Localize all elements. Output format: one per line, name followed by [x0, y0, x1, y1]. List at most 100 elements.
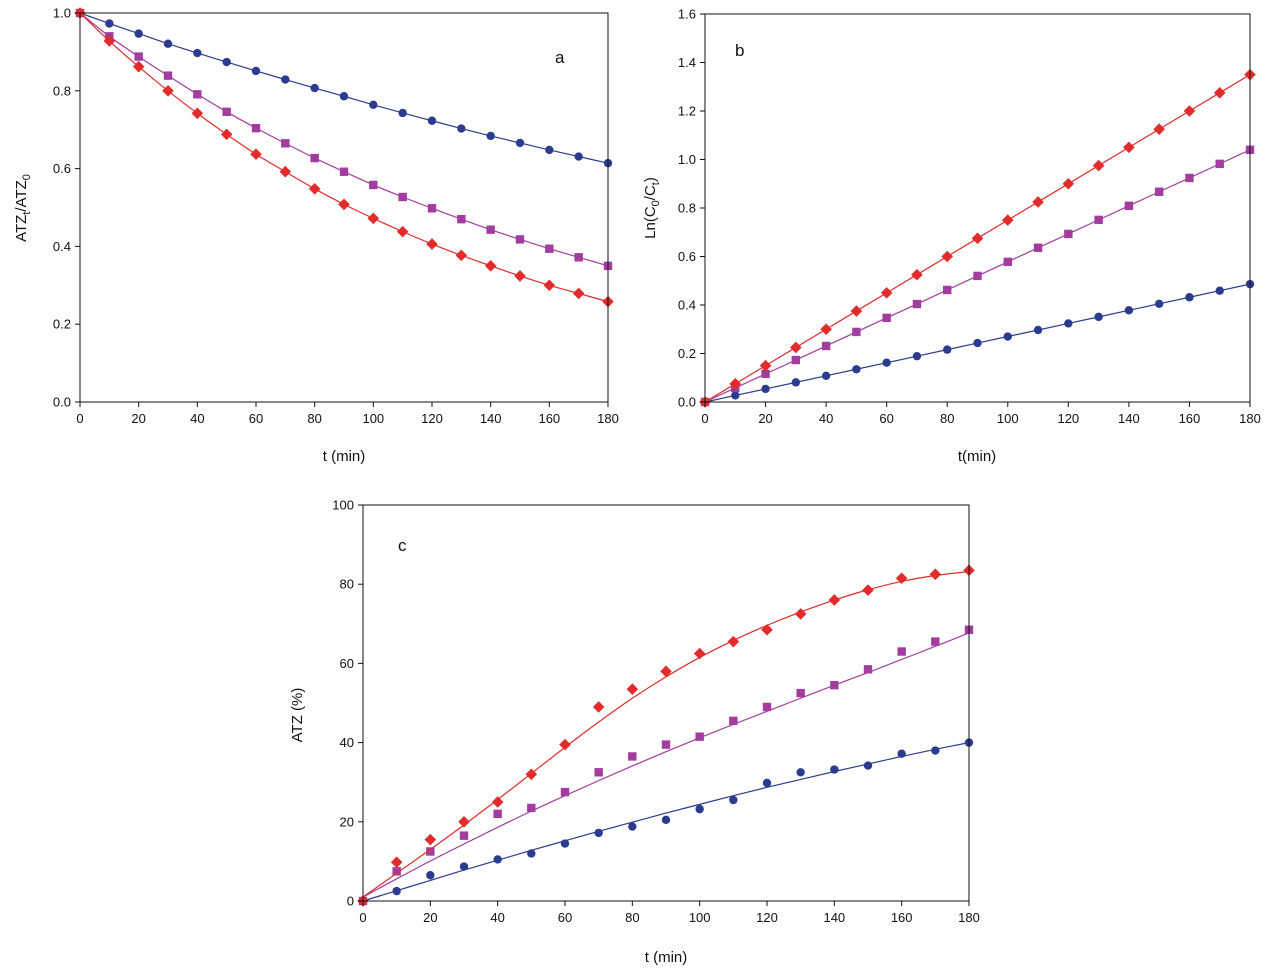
panel-a-magenta-squares-point	[251, 123, 261, 133]
panel-c-red-diamonds-point	[727, 635, 740, 648]
panel-b-magenta-squares-point	[1215, 159, 1224, 169]
panel-a-magenta-squares-point	[134, 52, 143, 61]
panel-b-red-diamonds-point	[1183, 105, 1196, 117]
panel-b-red-diamonds-point	[1062, 177, 1075, 190]
panel-b-magenta-squares-point	[821, 341, 831, 351]
panel-b-blue-circles-point	[973, 338, 982, 348]
panel-c-magenta-squares-point	[897, 647, 906, 656]
panel-a-blue-circles-point	[545, 145, 554, 155]
panel-c-magenta-squares-point	[560, 787, 570, 797]
panel-c-red-diamonds-point	[693, 647, 706, 660]
panel-c-blue-circles-point	[594, 828, 603, 838]
panel-b-ytick-label: 0.2	[678, 346, 696, 361]
panel-a-xtick-label: 0	[76, 411, 83, 426]
panel-c-ytick-label: 40	[340, 735, 354, 750]
panel-c-magenta-squares-point	[426, 847, 435, 856]
panel-a-ytick-label: 0.8	[53, 83, 71, 98]
panel-c-magenta-squares-point	[459, 831, 469, 840]
panel-c-blue-circles-point	[527, 849, 536, 858]
panel-c-magenta-squares-point	[695, 732, 704, 741]
panel-b-blue-circles-point	[1033, 325, 1043, 335]
panel-a-magenta-squares-point	[339, 167, 349, 176]
panel-b-xlabel: t(min)	[958, 448, 996, 465]
panel-b-blue-circles-point	[821, 371, 831, 381]
panel-a-ylabel-base: ATZ	[13, 215, 30, 242]
panel-a-letter: a	[555, 48, 565, 67]
panel-b-xtick-label: 120	[1057, 411, 1079, 426]
panel-a-blue-circles-line	[79, 12, 609, 164]
panel-b-blue-circles-point	[1154, 299, 1164, 308]
panel-a-magenta-squares-point	[515, 235, 525, 244]
panel-a-blue-circles-point	[457, 124, 466, 133]
panel-b-ytick-label: 0.0	[678, 395, 696, 410]
panel-c-ytick-label: 100	[332, 498, 354, 513]
panel-a-ytick-label: 0.2	[53, 317, 71, 332]
panel-b-red-diamonds-point	[1123, 141, 1135, 154]
panel-b-xtick-label: 40	[819, 411, 833, 426]
panel-c-magenta-squares-point	[493, 809, 502, 819]
panel-c-xtick-label: 180	[958, 910, 980, 925]
panel-a-magenta-squares-point	[193, 90, 202, 99]
panel-c-red-diamonds-point	[458, 816, 470, 828]
panel-c-red-diamonds-line	[362, 570, 970, 898]
panel-c-red-diamonds-point	[761, 623, 773, 636]
panel-b-magenta-squares-point	[1185, 173, 1194, 183]
panel-b-ytick-label: 0.6	[678, 249, 696, 264]
panel-a-magenta-squares-point	[398, 192, 407, 202]
panel-a-ylabel-mid: /ATZ	[13, 180, 30, 211]
panel-c-magenta-squares-point	[931, 637, 940, 646]
panel-a-magenta-squares-point	[486, 225, 495, 234]
panel-c-blue-circles-point	[560, 839, 570, 848]
panel-c-red-diamonds-point	[390, 856, 403, 868]
panel-b-blue-circles-point	[761, 384, 770, 394]
panel-a-xlabel: t (min)	[323, 448, 366, 465]
panel-c-magenta-squares-point	[527, 803, 536, 813]
panel-b-blue-circles-point	[1124, 306, 1134, 315]
panel-b-magenta-squares-point	[852, 327, 861, 337]
panel-b-ytick-label: 0.4	[678, 298, 696, 313]
panel-b-magenta-squares-point	[1154, 187, 1164, 196]
panel-b-magenta-squares-point	[1003, 257, 1012, 267]
panel-a-ytick-label: 0.4	[53, 239, 71, 254]
panel-a-red-diamonds-point	[279, 165, 292, 178]
panel-c-blue-circles-point	[796, 768, 805, 777]
panel-a-magenta-squares-line	[79, 12, 609, 267]
panel-b-blue-circles-point	[1185, 293, 1194, 302]
panel-a-magenta-squares-point	[163, 71, 173, 80]
panel-b-ylabel-sub1: 0	[650, 200, 662, 206]
panel-b-red-diamonds-point	[1001, 214, 1014, 226]
panel-b-ytick-label: 1.4	[678, 55, 696, 70]
panel-b-ylabel: Ln(C0/Ct)	[642, 177, 662, 239]
panel-c-blue-circles-point	[931, 746, 940, 755]
panel-b-magenta-squares-point	[912, 299, 922, 309]
panel-c-red-diamonds-point	[862, 584, 874, 596]
panel-c-magenta-squares-point	[729, 716, 738, 726]
panel-a-xtick-label: 20	[131, 411, 145, 426]
panel-a-magenta-squares-point	[281, 139, 290, 148]
panel-c-red-diamonds-point	[828, 594, 841, 606]
panel-c-red-diamonds-point	[660, 665, 672, 678]
panel-b-ylabel-mid: /C	[642, 185, 659, 200]
panel-c-chart: 0 20 40 60 80 100 120 140 160 180 0 20 40 60 80 100 c t…	[289, 498, 980, 967]
panel-a-blue-circles-point	[105, 19, 114, 28]
panel-a-red-diamonds-point	[543, 279, 556, 292]
panel-b-magenta-squares-point	[973, 271, 982, 281]
panel-a-blue-circles-point	[134, 29, 143, 38]
panel-c-red-diamonds-point	[592, 701, 605, 713]
panel-a-red-diamonds-point	[308, 183, 321, 195]
panel-a-red-diamonds-point	[250, 148, 262, 161]
panel-b-blue-circles-point	[791, 378, 801, 387]
panel-c-xtick-label: 140	[823, 910, 845, 925]
panel-a-magenta-squares-point	[574, 253, 583, 262]
panel-b-chart: 0 20 40 60 80 100 120 140 160 180 0.0 0.2 0.4 0.6 0.8 1…	[642, 7, 1261, 466]
panel-a-red-diamonds-point	[338, 198, 350, 211]
panel-a-frame	[79, 12, 609, 403]
panel-a-blue-circles-point	[251, 66, 261, 76]
panel-b-letter: b	[735, 41, 744, 60]
panel-b-red-diamonds-point	[1092, 159, 1105, 172]
panel-c-magenta-squares-point	[594, 768, 603, 777]
panel-a-magenta-squares-point	[545, 244, 554, 253]
panel-c-red-diamonds-point	[626, 683, 639, 695]
panel-b-red-diamonds-point	[729, 378, 742, 390]
